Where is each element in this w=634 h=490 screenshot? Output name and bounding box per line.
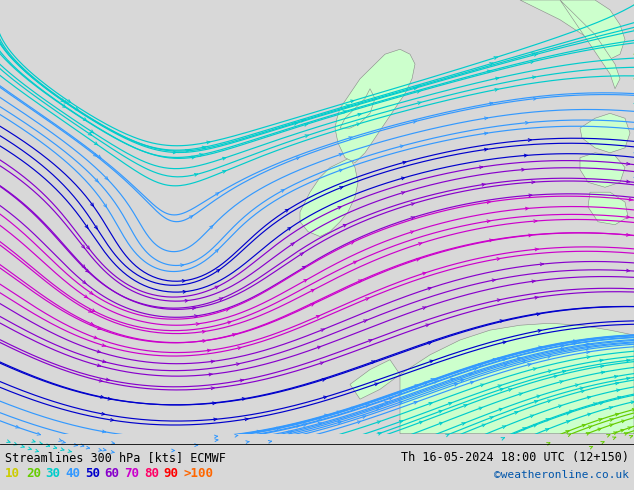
- Polygon shape: [580, 113, 630, 153]
- Text: Streamlines 300 hPa [kts] ECMWF: Streamlines 300 hPa [kts] ECMWF: [5, 451, 226, 464]
- Polygon shape: [588, 192, 628, 225]
- Polygon shape: [400, 323, 634, 434]
- Text: Th 16-05-2024 18:00 UTC (12+150): Th 16-05-2024 18:00 UTC (12+150): [401, 451, 629, 464]
- Text: 60: 60: [105, 467, 120, 480]
- Polygon shape: [335, 49, 415, 163]
- Text: >100: >100: [183, 467, 213, 480]
- Text: 90: 90: [164, 467, 179, 480]
- Text: 10: 10: [5, 467, 20, 480]
- Polygon shape: [520, 0, 625, 59]
- Text: 40: 40: [65, 467, 81, 480]
- Text: 80: 80: [144, 467, 159, 480]
- Polygon shape: [580, 153, 625, 187]
- Text: 30: 30: [46, 467, 61, 480]
- Polygon shape: [560, 0, 620, 89]
- Polygon shape: [350, 360, 400, 399]
- Text: ©weatheronline.co.uk: ©weatheronline.co.uk: [494, 470, 629, 480]
- Text: 70: 70: [124, 467, 139, 480]
- Text: 50: 50: [85, 467, 100, 480]
- Text: 20: 20: [26, 467, 41, 480]
- Polygon shape: [340, 89, 375, 128]
- Polygon shape: [300, 158, 358, 237]
